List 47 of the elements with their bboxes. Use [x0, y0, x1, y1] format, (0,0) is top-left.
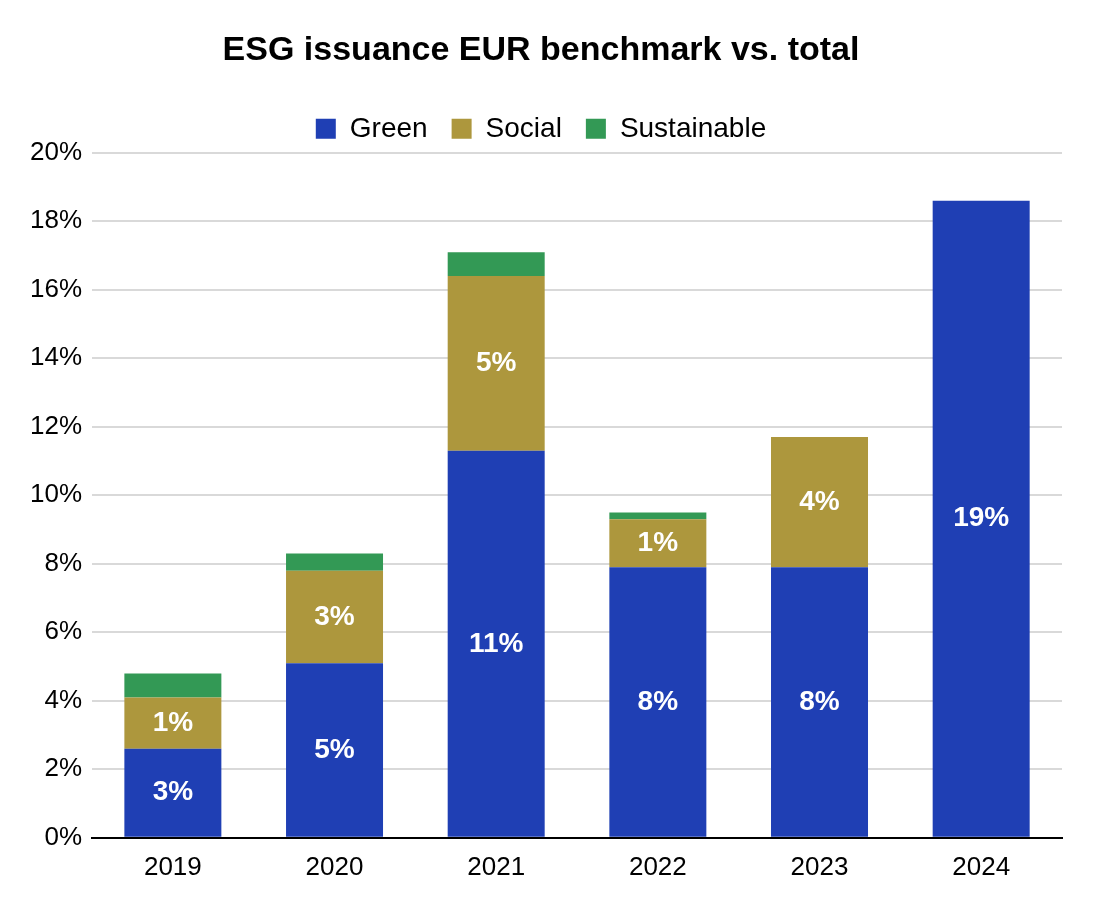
x-tick-label: 2019: [143, 850, 202, 881]
x-tick-label: 2021: [467, 850, 526, 881]
y-tick-label: 10%: [29, 478, 83, 509]
data-label: 1%: [637, 525, 679, 557]
bar: [771, 567, 869, 837]
x-tick-label: 2020: [305, 850, 364, 881]
y-tick-label: 14%: [29, 341, 83, 372]
chart-title: ESG issuance EUR benchmark vs. total: [222, 28, 860, 67]
data-label: 3%: [152, 775, 194, 807]
y-tick-label: 12%: [29, 409, 83, 440]
y-tick-label: 4%: [44, 683, 83, 714]
data-label: 8%: [799, 684, 840, 716]
y-tick-label: 16%: [29, 272, 83, 303]
legend-label: Sustainable: [619, 111, 767, 143]
legend-label: Social: [485, 111, 562, 143]
bar: [609, 512, 707, 520]
x-tick-label: 2022: [628, 850, 687, 881]
bar: [286, 553, 384, 571]
bar: [771, 437, 869, 568]
data-label: 19%: [953, 501, 1010, 533]
bar: [609, 567, 707, 837]
y-tick-label: 2%: [44, 752, 83, 783]
bar: [609, 519, 707, 568]
bar: [447, 252, 545, 277]
x-tick-label: 2023: [790, 850, 849, 881]
y-tick-label: 8%: [44, 546, 83, 577]
bar: [447, 276, 545, 451]
data-label: 5%: [475, 346, 517, 378]
data-label: 4%: [799, 484, 840, 516]
bar: [932, 200, 1030, 837]
y-tick-label: 0%: [44, 820, 83, 851]
y-tick-label: 18%: [29, 204, 83, 235]
bar: [447, 450, 545, 837]
bar: [286, 663, 384, 837]
x-tick-label: 2024: [952, 850, 1011, 881]
data-label: 1%: [152, 705, 194, 737]
legend-label: Green: [349, 111, 428, 143]
bar: [124, 697, 222, 749]
data-label: 3%: [314, 599, 355, 631]
y-tick-label: 6%: [44, 615, 83, 646]
bar: [124, 748, 222, 837]
data-label: 11%: [468, 626, 524, 658]
bar: [124, 673, 222, 698]
y-tick-label: 20%: [29, 135, 83, 166]
bar: [286, 570, 384, 664]
data-label: 5%: [314, 732, 355, 764]
data-label: 8%: [637, 684, 679, 716]
